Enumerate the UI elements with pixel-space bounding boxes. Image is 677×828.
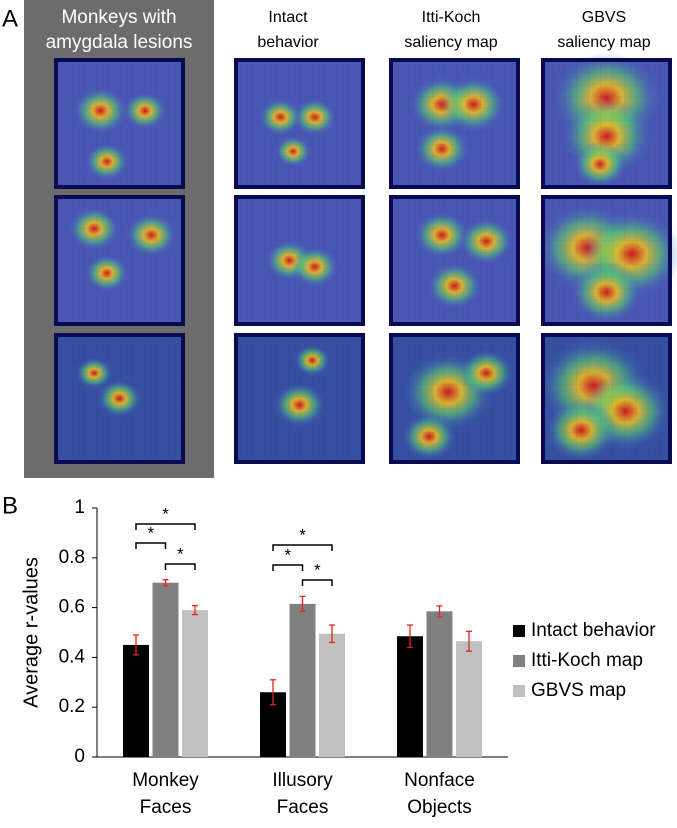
- x-tick-label: Monkey: [132, 770, 199, 791]
- image-frame: [389, 195, 520, 326]
- heatmap-image: [537, 195, 677, 326]
- panel-label: B: [2, 492, 18, 519]
- column-header: Intact: [268, 9, 308, 26]
- image-frame: [389, 333, 520, 464]
- image-frame: [54, 195, 185, 326]
- image-frame: [234, 58, 365, 189]
- image-grid: [391, 335, 518, 462]
- y-axis-title: Average r-values: [20, 557, 42, 708]
- y-tick-label: 0.8: [59, 547, 85, 568]
- image-grid: [56, 60, 183, 187]
- significance-label: *: [162, 504, 169, 523]
- heatmap-image: [389, 333, 520, 464]
- image-frame: [389, 58, 520, 189]
- significance-label: *: [299, 525, 306, 544]
- image-grid: [543, 197, 670, 324]
- image-frame: [541, 58, 672, 189]
- heatmap-image: [389, 58, 520, 189]
- bar-chart: 0 0.2 0.4 0.6 0.8 1 Average r-values Monkey Face…: [20, 497, 656, 818]
- image-grid: [543, 335, 670, 462]
- error-bar: [133, 634, 139, 656]
- heatmap-image: [234, 58, 365, 189]
- legend-label: GBVS map: [531, 680, 626, 701]
- significance-bracket: [135, 523, 196, 530]
- bar: [456, 641, 482, 757]
- image-frame: [234, 333, 365, 464]
- legend-label: Intact behavior: [531, 620, 656, 641]
- x-tick-label: Faces: [277, 797, 329, 818]
- legend-label: Itti-Koch map: [531, 650, 643, 671]
- significance-label: *: [284, 545, 291, 564]
- column-header: saliency map: [557, 34, 650, 51]
- error-bar: [329, 624, 335, 644]
- bar: [289, 603, 316, 757]
- image-grid: [236, 60, 363, 187]
- column-header: GBVS: [582, 9, 626, 26]
- image-grid: [236, 197, 363, 324]
- y-tick-label: 0.2: [59, 696, 85, 717]
- column-header: amygdala lesions: [46, 32, 193, 53]
- x-tick-label: Nonface: [404, 770, 475, 791]
- bar: [123, 644, 149, 757]
- error-bar: [270, 679, 276, 706]
- bar: [426, 611, 453, 757]
- y-tick-label: 0.6: [59, 597, 85, 618]
- image-grid: [56, 335, 183, 462]
- image-frame: [54, 333, 185, 464]
- significance-label: *: [177, 544, 184, 563]
- image-frame: [541, 195, 672, 326]
- heatmap-image: [540, 333, 672, 464]
- bar: [397, 636, 423, 757]
- y-tick-label: 1: [74, 497, 85, 518]
- bar: [152, 582, 179, 757]
- significance-bracket: [135, 542, 167, 549]
- y-tick-label: 0: [74, 746, 85, 767]
- image-frame: [54, 58, 185, 189]
- image-grid: [543, 60, 670, 187]
- heatmap-image: [234, 333, 365, 464]
- significance-label: *: [147, 523, 154, 542]
- y-tick-label: 0.4: [59, 646, 86, 667]
- image-frame: [541, 333, 672, 464]
- significance-bracket: [301, 579, 333, 586]
- error-bar: [162, 579, 169, 587]
- significance-bracket: [164, 563, 196, 570]
- error-bar: [192, 604, 198, 616]
- image-grid: [236, 335, 363, 462]
- image-grid: [391, 60, 518, 187]
- bar: [182, 610, 208, 757]
- error-bar: [436, 605, 443, 618]
- image-grid: [56, 197, 183, 324]
- column-header: Monkeys with: [61, 7, 176, 28]
- column-header: Itti-Koch: [422, 9, 481, 26]
- significance-bracket: [272, 544, 333, 551]
- bar: [319, 633, 345, 757]
- column-header: behavior: [257, 34, 319, 51]
- heatmap-image: [54, 58, 185, 189]
- heatmap-image: [389, 195, 520, 326]
- significance-bracket: [272, 564, 304, 571]
- error-bar: [299, 595, 306, 612]
- error-bar: [466, 630, 472, 652]
- legend-swatch: [513, 685, 525, 697]
- heatmap-image: [54, 195, 185, 326]
- legend-swatch: [513, 655, 525, 667]
- error-bar: [407, 624, 413, 649]
- heatmap-image: [54, 333, 185, 464]
- image-grid: [391, 197, 518, 324]
- x-tick-label: Faces: [140, 797, 192, 818]
- legend-swatch: [513, 625, 525, 637]
- x-tick-label: Illusory: [272, 770, 333, 791]
- column-header: saliency map: [404, 34, 497, 51]
- heatmap-image: [541, 52, 672, 189]
- significance-label: *: [314, 560, 321, 579]
- panel-label: A: [2, 5, 18, 32]
- image-frame: [234, 195, 365, 326]
- x-tick-label: Objects: [407, 797, 471, 818]
- image-grid: Monkeys with amygdala lesions Intact behavi…: [46, 7, 677, 464]
- heatmap-image: [234, 195, 365, 326]
